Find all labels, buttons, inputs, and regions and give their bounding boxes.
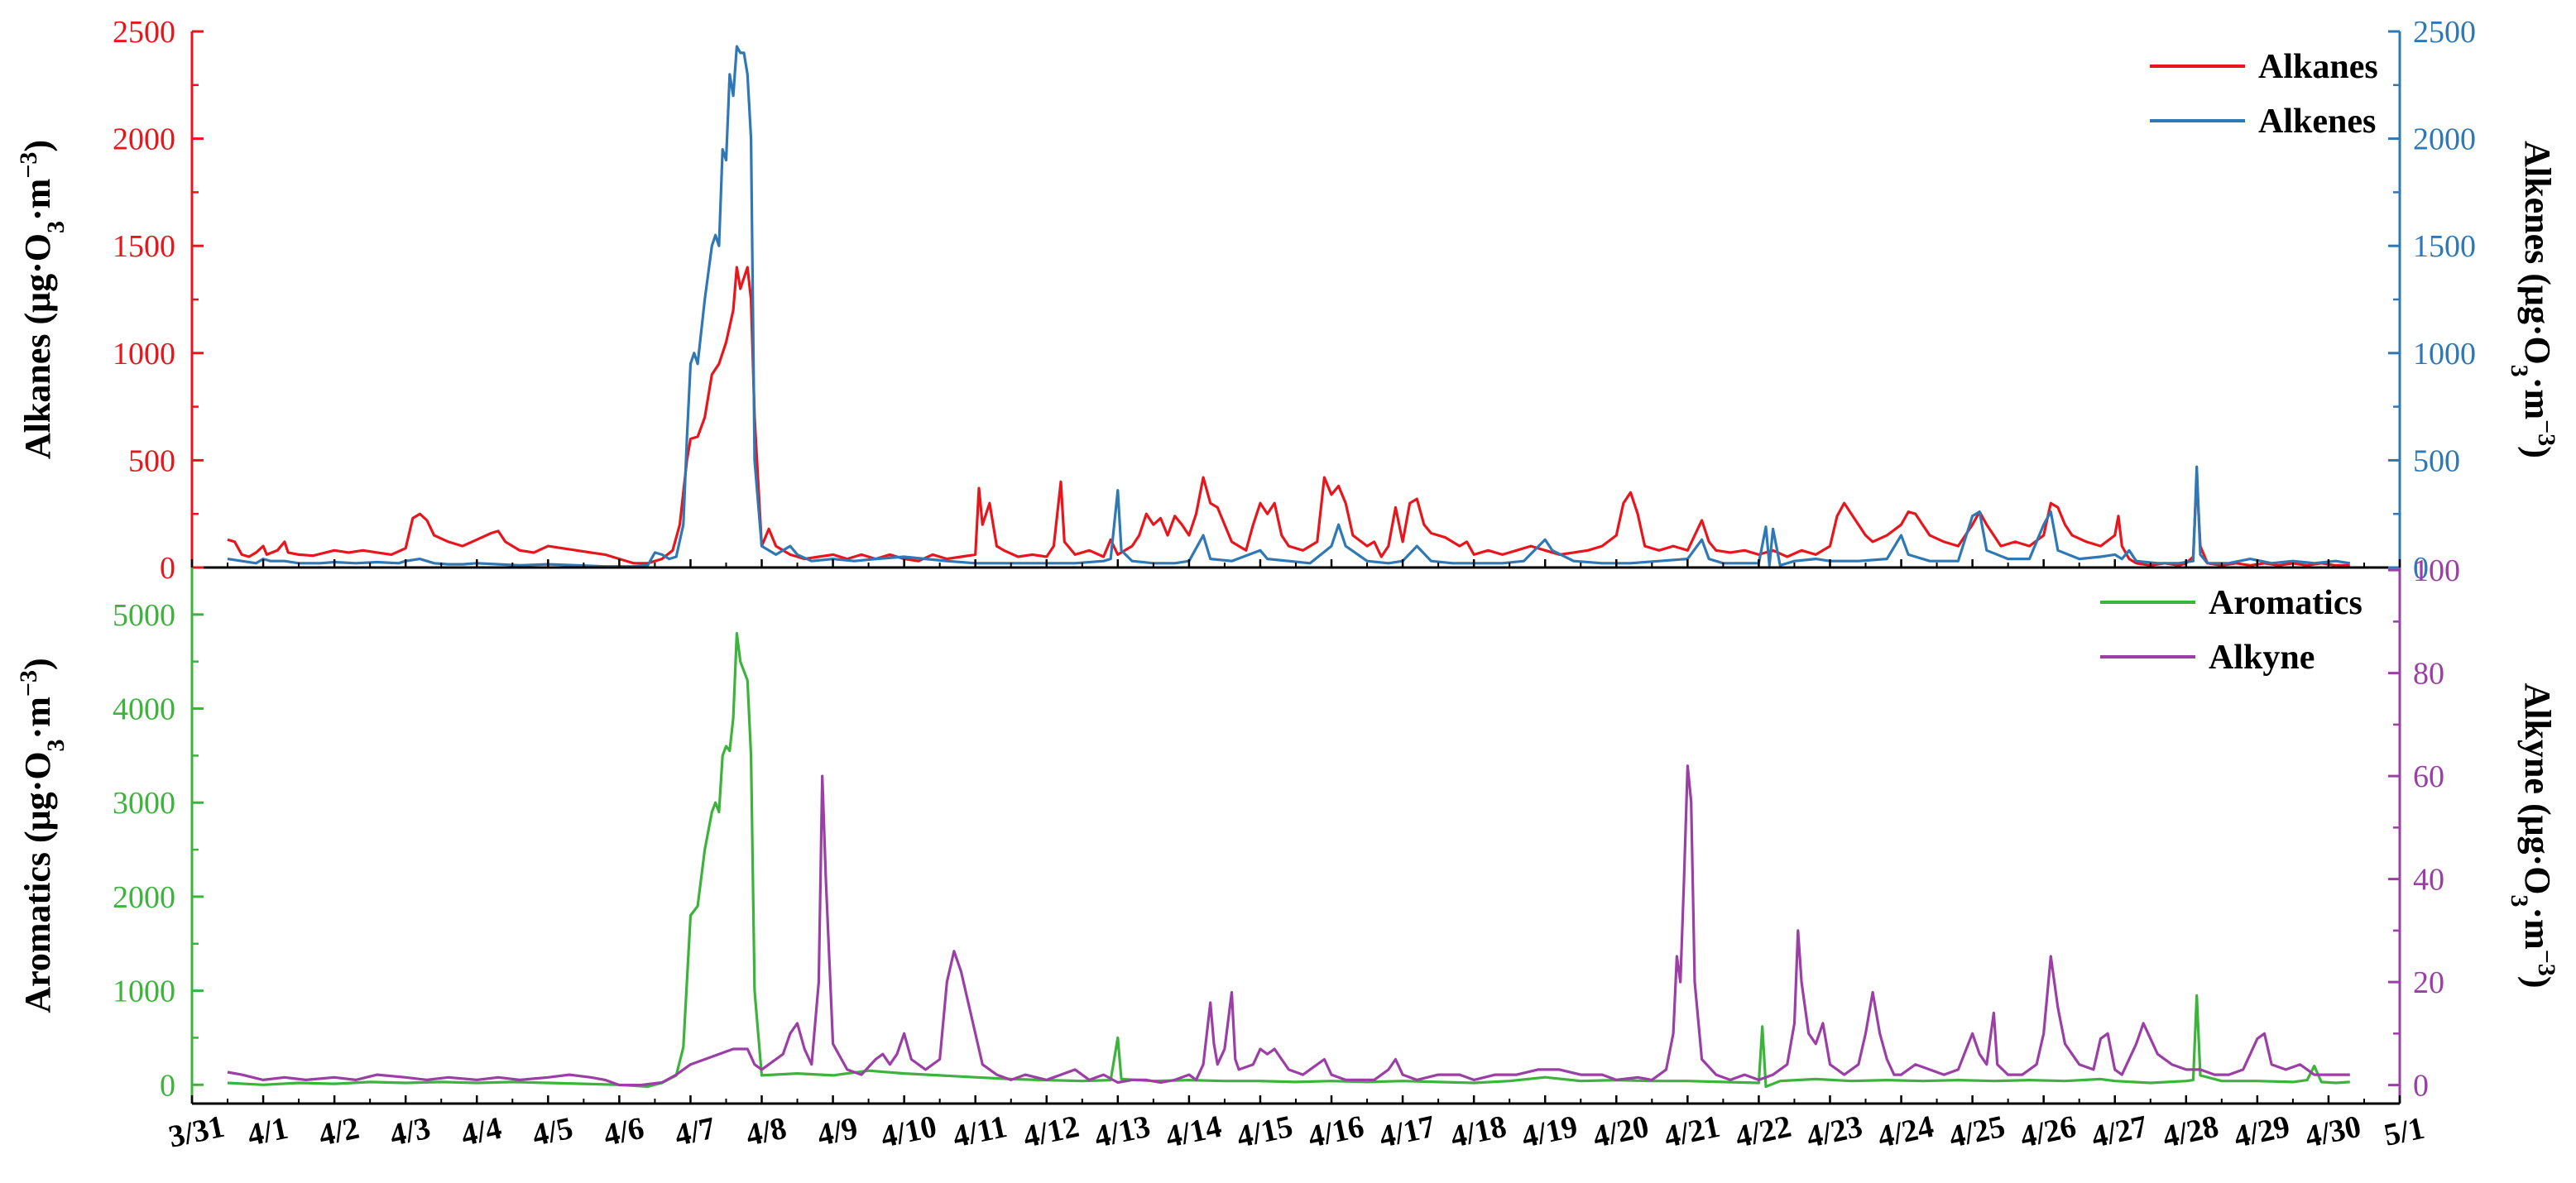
left-tick-label: 1000 xyxy=(113,975,175,1009)
x-tick-label: 4/23 xyxy=(1804,1109,1866,1155)
series-line-aromatics xyxy=(227,632,2350,1089)
left-tick-label: 1500 xyxy=(113,229,175,264)
x-tick-label: 5/1 xyxy=(2381,1111,2427,1153)
legend-label-alkenes: Alkenes xyxy=(2258,103,2376,141)
right-axis-title-panel-2: Alkyne (μg·O3·m−3) xyxy=(2506,682,2561,988)
left-tick-label: 2500 xyxy=(113,15,175,50)
right-tick-label: 500 xyxy=(2413,443,2460,478)
x-tick-label: 4/17 xyxy=(1376,1109,1438,1155)
x-tick-label: 4/6 xyxy=(601,1111,647,1153)
series-line-alkenes xyxy=(227,45,2351,568)
x-tick-label: 4/9 xyxy=(814,1111,861,1153)
right-tick-label: 20 xyxy=(2413,965,2444,1000)
right-tick-label: 1000 xyxy=(2413,337,2476,371)
right-tick-label: 60 xyxy=(2413,759,2444,794)
x-tick-label: 4/26 xyxy=(2017,1109,2080,1155)
x-tick-label: 4/20 xyxy=(1590,1109,1652,1155)
x-tick-label: 4/11 xyxy=(950,1109,1010,1155)
left-tick-label: 2000 xyxy=(113,880,175,915)
legend-label-alkyne: Alkyne xyxy=(2209,639,2315,677)
x-tick-label: 4/10 xyxy=(878,1109,940,1155)
left-tick-label: 500 xyxy=(128,443,175,478)
x-tick-label: 4/14 xyxy=(1163,1109,1225,1155)
x-tick-label: 4/24 xyxy=(1875,1109,1937,1155)
left-axis-title-panel-1: Alkanes (μg·O3·m−3) xyxy=(15,140,70,459)
legend-label-alkanes: Alkanes xyxy=(2258,48,2378,86)
x-tick-label: 4/18 xyxy=(1447,1109,1509,1155)
x-tick-label: 4/8 xyxy=(743,1111,789,1153)
right-tick-label: 1500 xyxy=(2413,229,2476,264)
right-tick-label: 40 xyxy=(2413,863,2444,898)
x-tick-label: 4/13 xyxy=(1091,1109,1154,1155)
right-tick-label: 0 xyxy=(2413,1069,2429,1104)
legend-label-aromatics: Aromatics xyxy=(2209,584,2363,622)
x-tick-label: 4/4 xyxy=(458,1111,505,1153)
left-tick-label: 2000 xyxy=(113,122,175,157)
x-tick-label: 4/2 xyxy=(316,1111,362,1153)
x-tick-label: 3/31 xyxy=(165,1109,228,1155)
x-tick-label: 4/19 xyxy=(1518,1109,1581,1155)
x-tick-label: 4/30 xyxy=(2302,1109,2364,1155)
x-tick-label: 4/3 xyxy=(387,1111,434,1153)
x-tick-label: 4/1 xyxy=(244,1111,290,1153)
left-tick-label: 0 xyxy=(160,1068,175,1103)
series-line-alkanes xyxy=(227,266,2350,567)
right-tick-label: 100 xyxy=(2413,553,2460,588)
right-tick-label: 80 xyxy=(2413,657,2444,692)
x-tick-label: 4/25 xyxy=(1946,1109,2008,1155)
left-tick-label: 4000 xyxy=(113,692,175,727)
right-tick-label: 2000 xyxy=(2413,122,2476,157)
x-tick-label: 4/16 xyxy=(1305,1109,1367,1155)
left-tick-label: 0 xyxy=(160,551,175,586)
x-tick-label: 4/27 xyxy=(2089,1109,2151,1155)
left-axis-title-panel-2: Aromatics (μg·O3·m−3) xyxy=(15,658,70,1013)
right-axis-title-panel-1: Alkenes (μg·O3·m−3) xyxy=(2506,141,2561,458)
left-tick-label: 3000 xyxy=(113,786,175,821)
x-tick-label: 4/12 xyxy=(1020,1109,1082,1155)
x-tick-label: 4/22 xyxy=(1733,1109,1795,1155)
right-tick-label: 2500 xyxy=(2413,15,2476,50)
x-tick-label: 4/7 xyxy=(672,1111,718,1153)
left-tick-label: 5000 xyxy=(113,598,175,633)
left-tick-label: 1000 xyxy=(113,337,175,371)
x-tick-label: 4/15 xyxy=(1234,1109,1296,1155)
series-line-alkyne xyxy=(227,764,2350,1087)
x-tick-label: 4/5 xyxy=(530,1111,576,1153)
x-tick-label: 4/28 xyxy=(2160,1109,2222,1155)
right-tick-label: 0 xyxy=(2413,551,2429,586)
x-tick-label: 4/29 xyxy=(2231,1109,2293,1155)
x-tick-label: 4/21 xyxy=(1661,1109,1723,1155)
